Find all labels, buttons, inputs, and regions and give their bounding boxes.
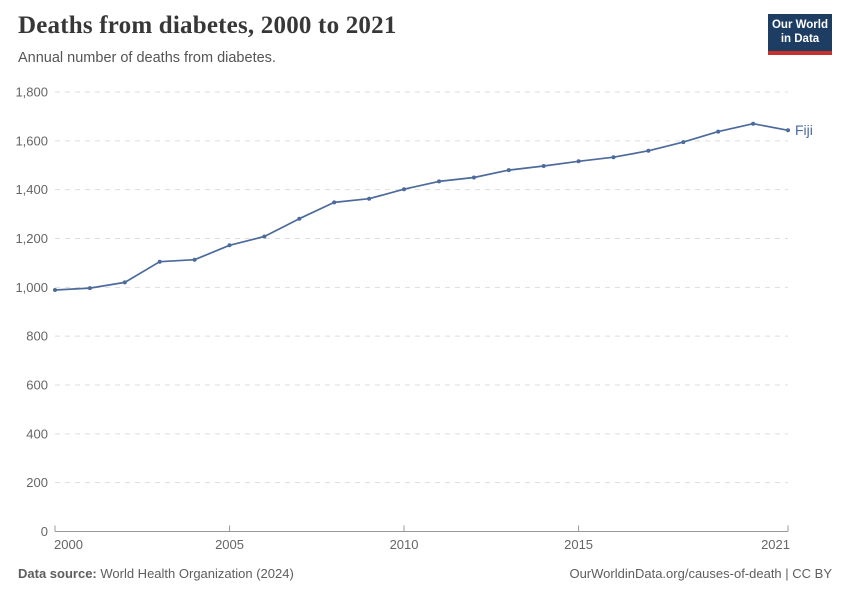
data-point-marker — [471, 175, 476, 180]
data-point-marker — [437, 179, 441, 184]
series-end-label[interactable]: Fiji — [795, 122, 813, 138]
data-point-marker — [646, 148, 651, 153]
x-axis-tick-label: 2005 — [215, 537, 244, 552]
x-axis-tick-label: 2015 — [564, 537, 593, 552]
data-point-marker — [157, 259, 162, 264]
x-axis-tick-label: 2021 — [761, 537, 790, 552]
series-line-fiji — [54, 122, 789, 291]
data-point-marker — [192, 257, 197, 262]
data-source-label: Data source: — [18, 566, 97, 581]
chart-footer: Data source: World Health Organization (… — [18, 566, 832, 581]
owid-logo: Our World in Data — [768, 14, 832, 55]
y-axis-tick-label: 1,800 — [15, 85, 48, 100]
data-point-marker — [506, 168, 511, 173]
owid-logo-text-line2: in Data — [780, 33, 820, 45]
data-point-marker — [786, 128, 790, 133]
owid-logo-text-line1: Our World — [771, 19, 828, 31]
y-axis-tick-label: 1,600 — [15, 133, 48, 148]
chart-subtitle: Annual number of deaths from diabetes. — [18, 50, 276, 66]
credit-link[interactable]: OurWorldinData.org/causes-of-death | CC … — [569, 566, 832, 581]
y-axis-tick-label: 0 — [41, 524, 48, 539]
y-axis-tick-label: 1,400 — [15, 182, 48, 197]
data-point-marker — [402, 187, 406, 192]
data-point-marker — [227, 243, 232, 248]
y-axis-tick-label: 200 — [26, 475, 48, 490]
data-point-marker — [541, 164, 546, 168]
data-point-marker — [87, 286, 92, 291]
y-axis-tick-label: 600 — [26, 378, 48, 393]
data-point-marker — [576, 159, 581, 164]
x-axis-tick-label: 2000 — [54, 537, 83, 552]
data-source-value: World Health Organization (2024) — [96, 566, 294, 581]
chart-title: Deaths from diabetes, 2000 to 2021 — [18, 12, 397, 39]
data-point-marker — [751, 121, 756, 126]
data-point-marker — [262, 234, 267, 239]
data-point-marker — [53, 288, 57, 292]
data-point-marker — [332, 200, 337, 205]
data-point-marker — [297, 216, 302, 221]
y-axis-tick-label: 1,000 — [15, 280, 48, 295]
y-axis-tick-label: 1,200 — [15, 231, 48, 246]
data-point-marker — [367, 196, 372, 201]
data-point-marker — [122, 280, 127, 285]
data-point-marker — [716, 129, 721, 134]
data-point-marker — [611, 155, 616, 160]
data-source-note: Data source: World Health Organization (… — [18, 566, 294, 581]
x-axis-tick-label: 2010 — [390, 537, 419, 552]
data-point-marker — [681, 140, 686, 145]
y-axis-tick-label: 400 — [26, 426, 48, 441]
y-axis-tick-label: 800 — [26, 329, 48, 344]
